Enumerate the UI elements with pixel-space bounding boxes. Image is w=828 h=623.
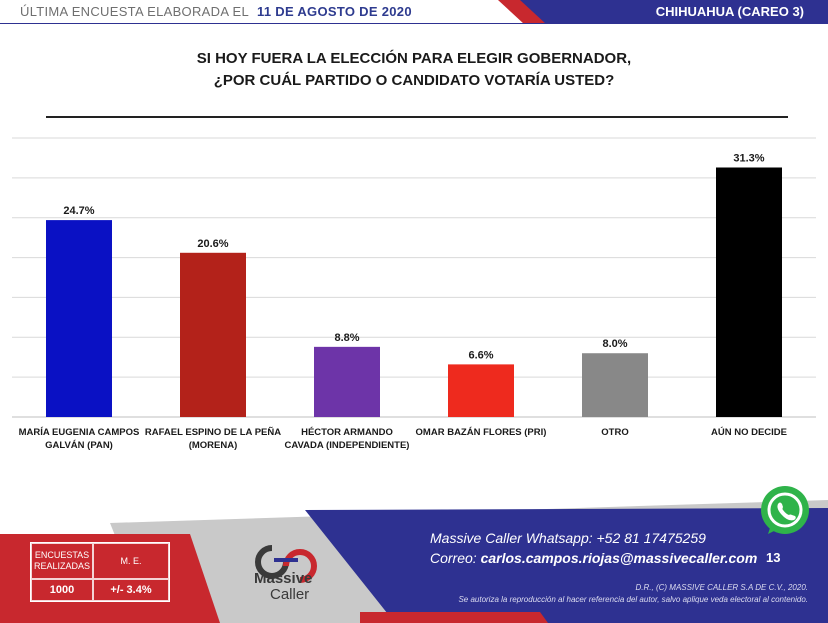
page-number: 13 bbox=[766, 550, 781, 565]
footer: ENCUESTAS REALIZADAS M. E. 1000 +/- 3.4%… bbox=[0, 486, 828, 623]
copyright-text: D.R., (C) MASSIVE CALLER S.A DE C.V., 20… bbox=[635, 583, 809, 592]
logo-text-caller: Caller bbox=[270, 586, 310, 603]
category-label: (MORENA) bbox=[189, 440, 238, 451]
category-label: MARÍA EUGENIA CAMPOS bbox=[19, 427, 140, 438]
bar bbox=[716, 167, 782, 417]
chart-title-line2: ¿POR CUÁL PARTIDO O CANDIDATO VOTARÍA US… bbox=[213, 72, 615, 89]
logo-text-massive: Massive bbox=[254, 570, 313, 587]
category-label: OMAR BAZÁN FLORES (PRI) bbox=[416, 427, 547, 438]
bar-value-label: 24.7% bbox=[63, 205, 94, 217]
bar bbox=[46, 220, 112, 417]
surveys-label: ENCUESTAS REALIZADAS bbox=[31, 543, 93, 579]
bar bbox=[180, 252, 246, 417]
bar-value-label: 20.6% bbox=[197, 238, 228, 250]
header-bg bbox=[0, 0, 828, 24]
header-survey-date: ÚLTIMA ENCUESTA ELABORADA EL 11 DE AGOSTO… bbox=[20, 4, 412, 19]
reproduction-notice: Se autoriza la reproducción al hacer ref… bbox=[458, 595, 808, 604]
email-address[interactable]: carlos.campos.riojas@massivecaller.com bbox=[480, 550, 758, 566]
category-label: HÉCTOR ARMANDO bbox=[301, 427, 393, 438]
margin-error-value: +/- 3.4% bbox=[93, 579, 169, 601]
chart-title-line1: SI HOY FUERA LA ELECCIÓN PARA ELEGIR GOB… bbox=[196, 50, 632, 67]
category-label: CAVADA (INDEPENDIENTE) bbox=[285, 440, 410, 451]
header-bar: ÚLTIMA ENCUESTA ELABORADA EL 11 DE AGOSTO… bbox=[0, 0, 828, 24]
category-label: OTRO bbox=[601, 427, 628, 438]
surveys-value: 1000 bbox=[31, 579, 93, 601]
whatsapp-contact: Massive Caller Whatsapp: +52 81 17475259 bbox=[430, 530, 706, 546]
email-label: Correo: bbox=[430, 550, 481, 566]
chart-title: SI HOY FUERA LA ELECCIÓN PARA ELEGIR GOB… bbox=[0, 48, 828, 92]
category-label: GALVÁN (PAN) bbox=[45, 440, 113, 451]
title-divider bbox=[46, 116, 788, 118]
survey-stats-table: ENCUESTAS REALIZADAS M. E. 1000 +/- 3.4% bbox=[30, 542, 170, 602]
bar-chart: 24.7% MARÍA EUGENIA CAMPOS GALVÁN (PAN) 20.… bbox=[12, 137, 816, 451]
bar-value-label: 8.0% bbox=[602, 338, 627, 350]
bar-value-label: 31.3% bbox=[733, 152, 764, 164]
bar bbox=[582, 353, 648, 417]
massive-caller-logo-icon bbox=[255, 545, 317, 583]
bar-value-label: 8.8% bbox=[334, 332, 359, 344]
bar bbox=[448, 364, 514, 417]
email-contact: Correo: carlos.campos.riojas@massivecall… bbox=[430, 550, 757, 566]
header-region: CHIHUAHUA (CAREO 3) bbox=[655, 4, 804, 19]
margin-error-label: M. E. bbox=[93, 543, 169, 579]
whatsapp-icon[interactable] bbox=[758, 484, 812, 538]
category-label: RAFAEL ESPINO DE LA PEÑA bbox=[145, 427, 281, 438]
bar-value-label: 6.6% bbox=[468, 349, 493, 361]
category-label: AÚN NO DECIDE bbox=[711, 426, 787, 438]
bar bbox=[314, 346, 380, 417]
header-left-text: ÚLTIMA ENCUESTA ELABORADA EL bbox=[20, 4, 249, 19]
header-date: 11 DE AGOSTO DE 2020 bbox=[257, 4, 412, 19]
